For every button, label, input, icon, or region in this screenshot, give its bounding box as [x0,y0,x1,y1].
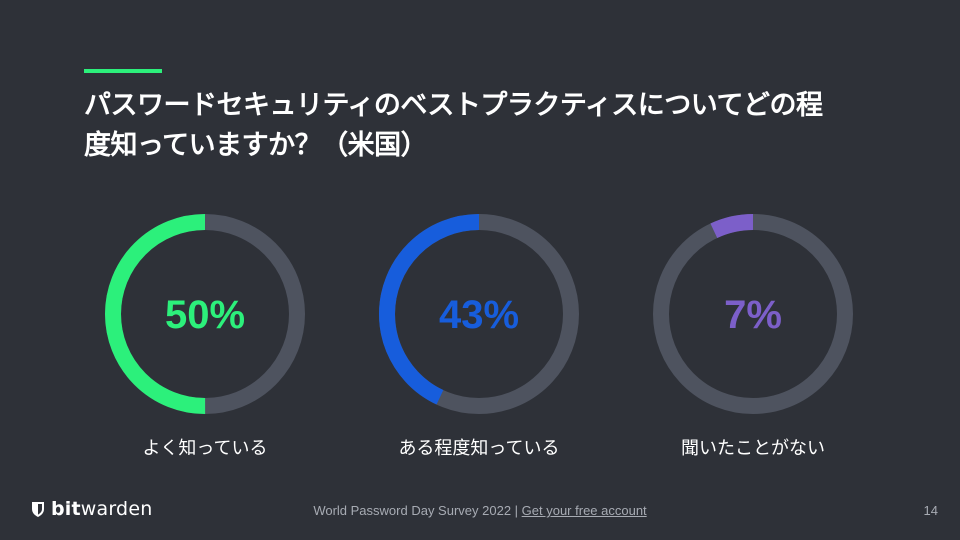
shield-icon [32,501,44,517]
footer-text: World Password Day Survey 2022 | [313,503,522,518]
donut-svg: 43% [379,214,579,414]
donut-label-somewhat-known: ある程度知っている [398,438,560,459]
donut-value-never-heard: 7% [724,293,782,337]
donut-svg: 50% [105,214,305,414]
donut-svg: 7% [653,214,853,414]
donut-arc-never-heard [653,214,853,414]
page-number: 14 [923,503,938,518]
logo-text-regular: warden [80,498,153,520]
donut-arc-well-known [105,214,305,414]
logo-text-bold: bit [51,498,81,520]
footer: World Password Day Survey 2022 | Get you… [0,503,960,518]
donut-chart-somewhat-known: 43% ある程度知っている [377,212,581,459]
page-title: パスワードセキュリティのベストプラクティスについてどの程 度知っていますか？（米… [84,86,884,166]
logo-wordmark: bitwarden [51,498,152,520]
title-line-1: パスワードセキュリティのベストプラクティスについてどの程 [84,90,823,121]
title-line-2: 度知っていますか？（米国） [84,130,428,161]
bitwarden-logo: bitwarden [31,498,152,520]
donut-label-never-heard: 聞いたことがない [681,438,825,459]
donut-label-well-known: よく知っている [142,438,268,459]
donut-value-well-known: 50% [165,293,245,337]
donut-chart-never-heard: 7% 聞いたことがない [651,212,855,459]
donut-value-somewhat-known: 43% [439,293,519,337]
title-accent-bar [84,69,162,73]
free-account-link[interactable]: Get your free account [521,503,647,518]
donut-chart-well-known: 50% よく知っている [103,212,307,459]
donut-arc-somewhat-known [379,214,579,414]
